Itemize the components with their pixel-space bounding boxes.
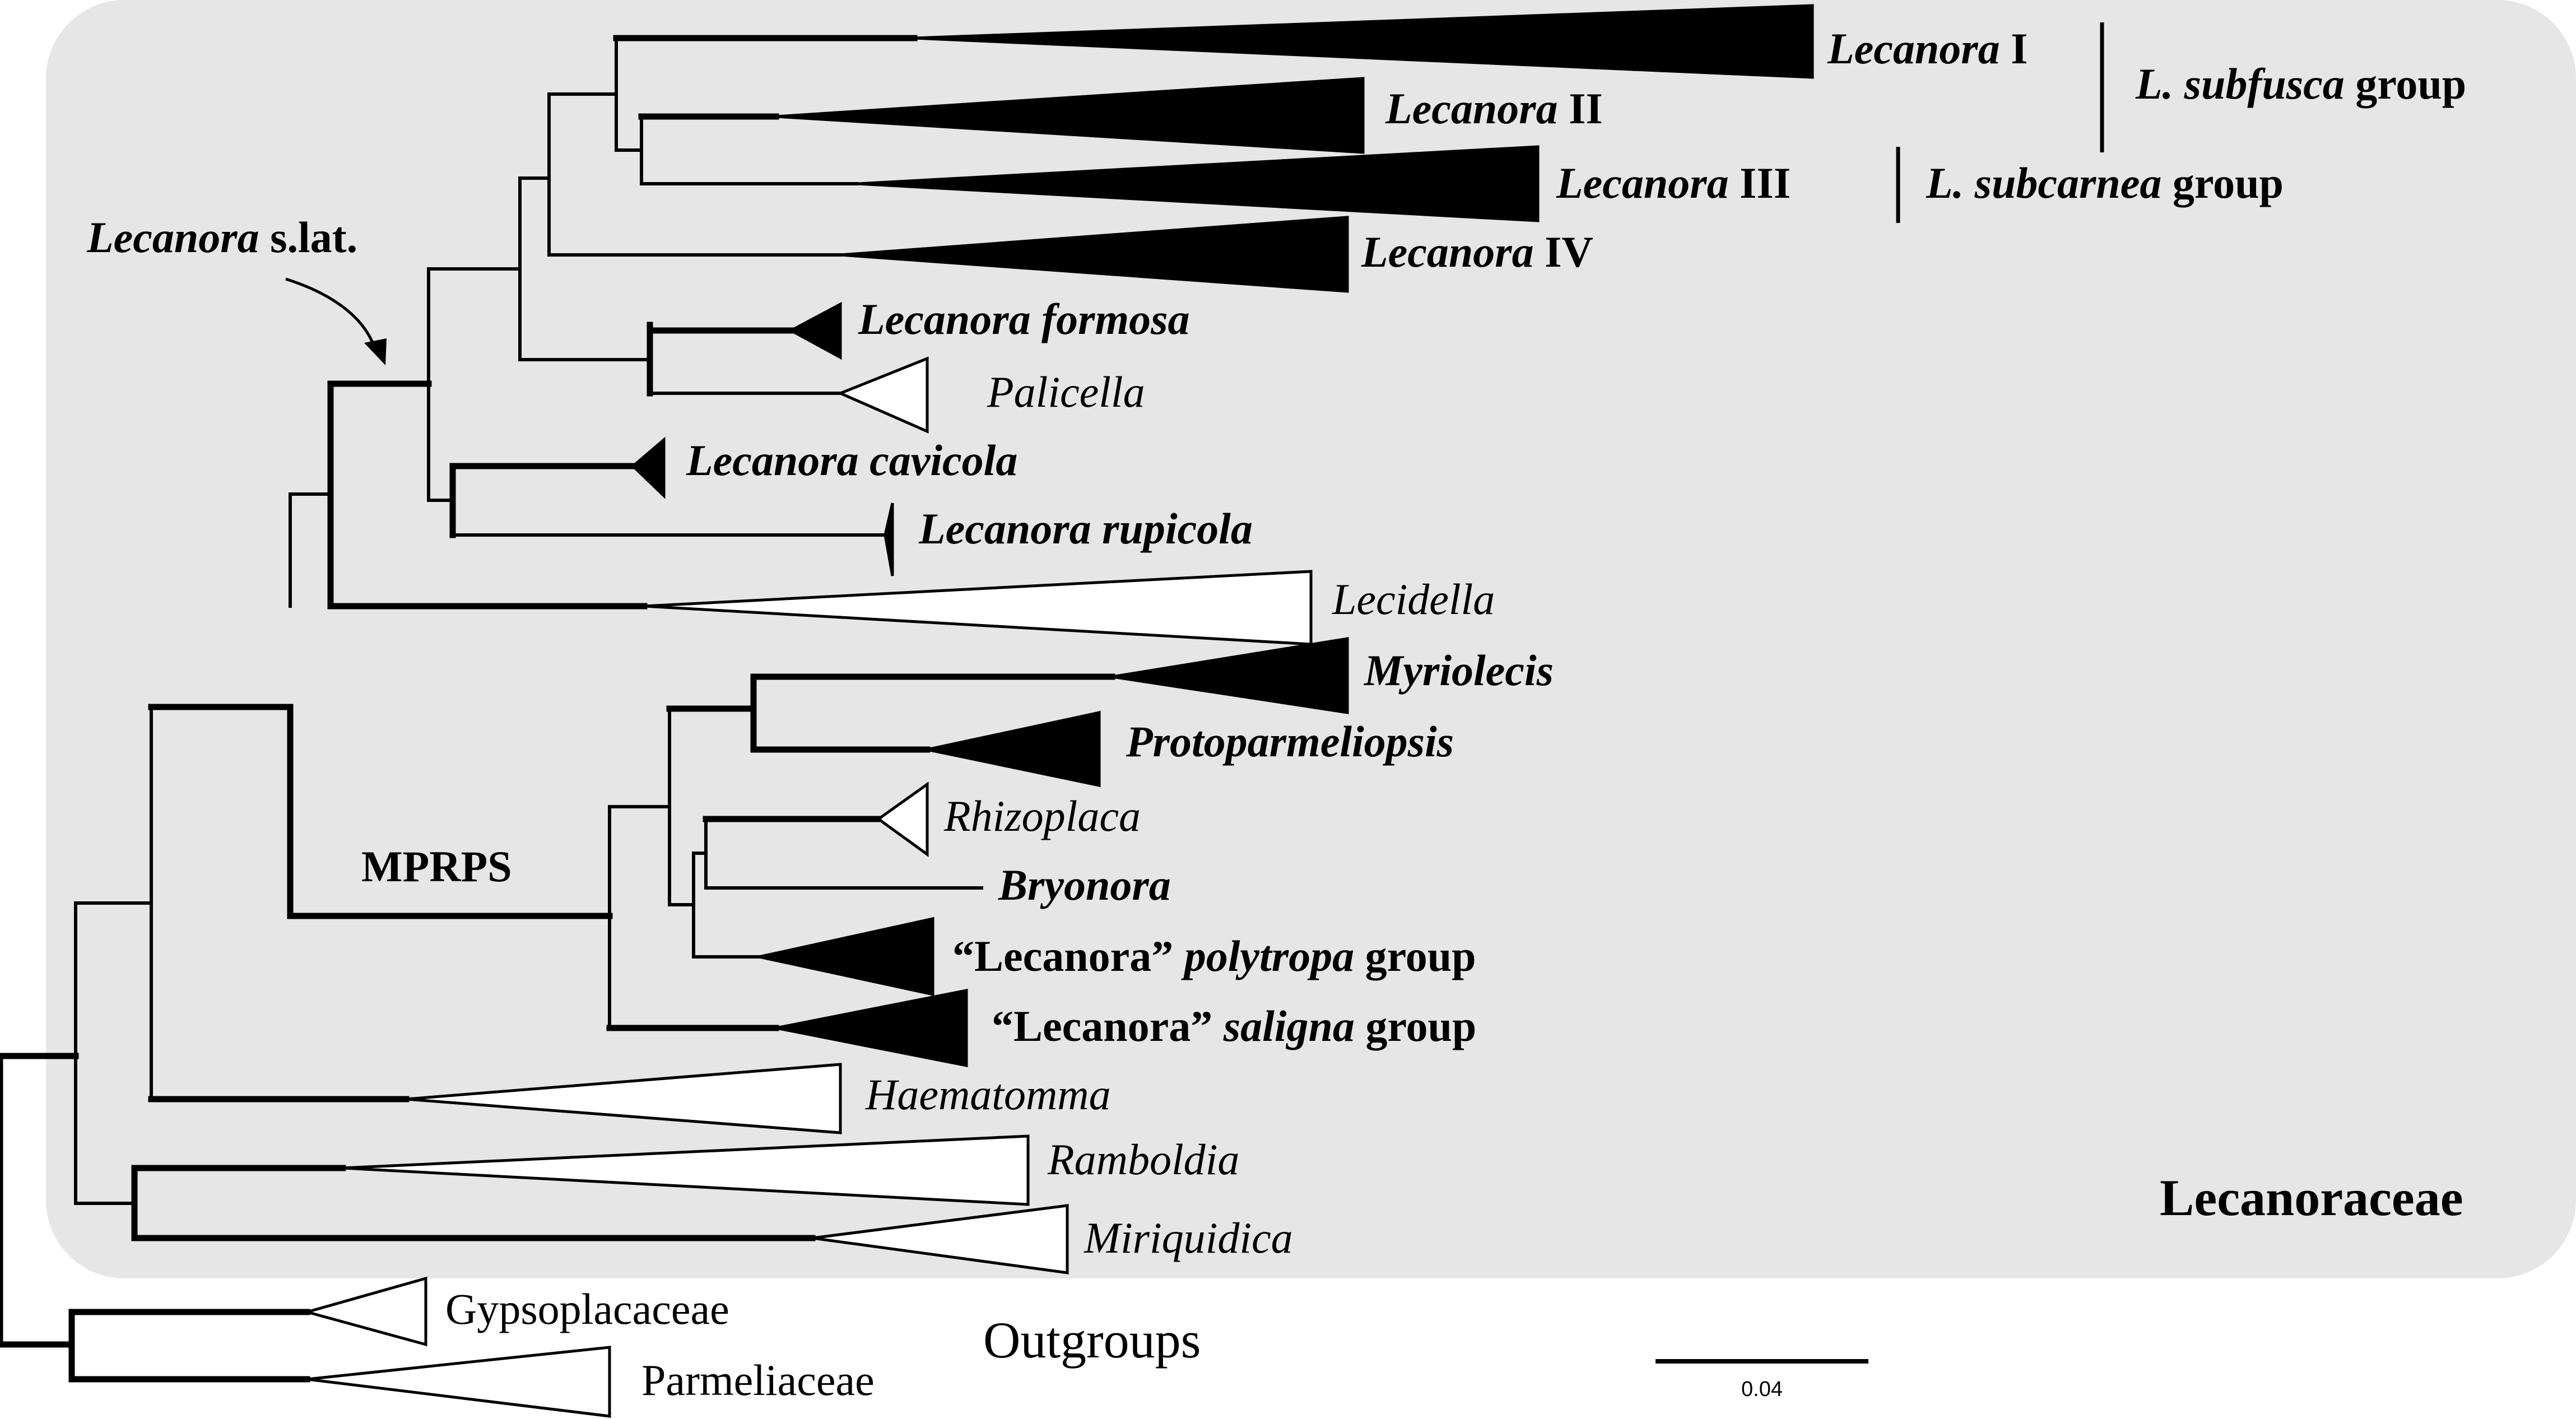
label-lecanora-i: Lecanora I bbox=[1827, 24, 2028, 73]
triangle-parmeliaceae bbox=[306, 1346, 611, 1418]
label-myriolecis: Myriolecis bbox=[1363, 646, 1554, 695]
label-lecidella: Lecidella bbox=[1332, 575, 1495, 624]
scale-bar-label: 0.04 bbox=[1741, 1378, 1783, 1401]
triangle-lecanora-cavicola bbox=[631, 436, 666, 499]
label-ramboldia: Ramboldia bbox=[1047, 1135, 1239, 1184]
label-protoparmeliopsis: Protoparmeliopsis bbox=[1126, 717, 1454, 766]
arrow-head bbox=[364, 338, 387, 365]
label-lecanora-iv: Lecanora IV bbox=[1361, 227, 1593, 276]
triangle-lecanora-rupicola bbox=[884, 503, 894, 576]
branches-thick bbox=[0, 35, 1115, 1383]
triangle-polytropa-group bbox=[759, 916, 934, 997]
label-polytropa-group: “Lecanora” polytropa group bbox=[952, 932, 1476, 980]
triangle-ramboldia bbox=[342, 1134, 1030, 1206]
label-subfusca-group: L. subfusca group bbox=[2135, 59, 2466, 108]
branches-thin bbox=[74, 36, 983, 1205]
label-mprps: MPRPS bbox=[361, 842, 512, 891]
triangle-myriolecis bbox=[1112, 637, 1349, 714]
triangle-lecanora-formosa bbox=[788, 301, 842, 360]
label-lecanora-rupicola: Lecanora rupicola bbox=[918, 504, 1253, 553]
label-palicella: Palicella bbox=[987, 367, 1145, 416]
label-lecanora-formosa: Lecanora formosa bbox=[858, 295, 1189, 343]
label-miriquidica: Miriquidica bbox=[1084, 1213, 1293, 1262]
label-parmeliaceae: Parmeliaceae bbox=[641, 1356, 875, 1404]
label-rhizoplaca: Rhizoplaca bbox=[943, 792, 1141, 840]
label-lecanoraceae: Lecanoraceae bbox=[2160, 1169, 2463, 1226]
triangle-lecanora-ii bbox=[775, 77, 1365, 154]
triangle-saligna-group bbox=[775, 988, 968, 1068]
triangle-lecanora-i bbox=[914, 4, 1814, 79]
triangle-lecidella bbox=[644, 570, 1313, 646]
triangle-rhizoplaca bbox=[876, 781, 929, 857]
lecanora-slat-arrow bbox=[285, 277, 377, 351]
label-lecanora-ii: Lecanora II bbox=[1385, 84, 1603, 133]
label-outgroups: Outgroups bbox=[983, 1311, 1201, 1369]
triangle-lecanora-iii bbox=[857, 145, 1540, 222]
label-bryonora: Bryonora bbox=[998, 860, 1171, 909]
triangle-protoparmeliopsis bbox=[927, 710, 1101, 788]
clade-triangles bbox=[301, 4, 1814, 1418]
label-subcarnea-group: L. subcarnea group bbox=[1926, 159, 2284, 207]
label-haematomma: Haematomma bbox=[865, 1070, 1111, 1119]
label-lecanora-slat: Lecanora s.lat. bbox=[86, 213, 357, 262]
triangle-miriquidica bbox=[812, 1204, 1069, 1274]
label-lecanora-cavicola: Lecanora cavicola bbox=[686, 436, 1017, 485]
label-saligna-group: “Lecanora” saligna group bbox=[992, 1002, 1476, 1050]
triangle-palicella bbox=[836, 356, 929, 434]
triangle-gypsoplacaceae bbox=[301, 1276, 427, 1347]
label-lecanora-iii: Lecanora III bbox=[1556, 159, 1791, 207]
triangle-lecanora-iv bbox=[840, 216, 1349, 293]
label-gypsoplacaceae: Gypsoplacaceae bbox=[445, 1285, 729, 1333]
triangle-haematomma bbox=[406, 1063, 842, 1134]
